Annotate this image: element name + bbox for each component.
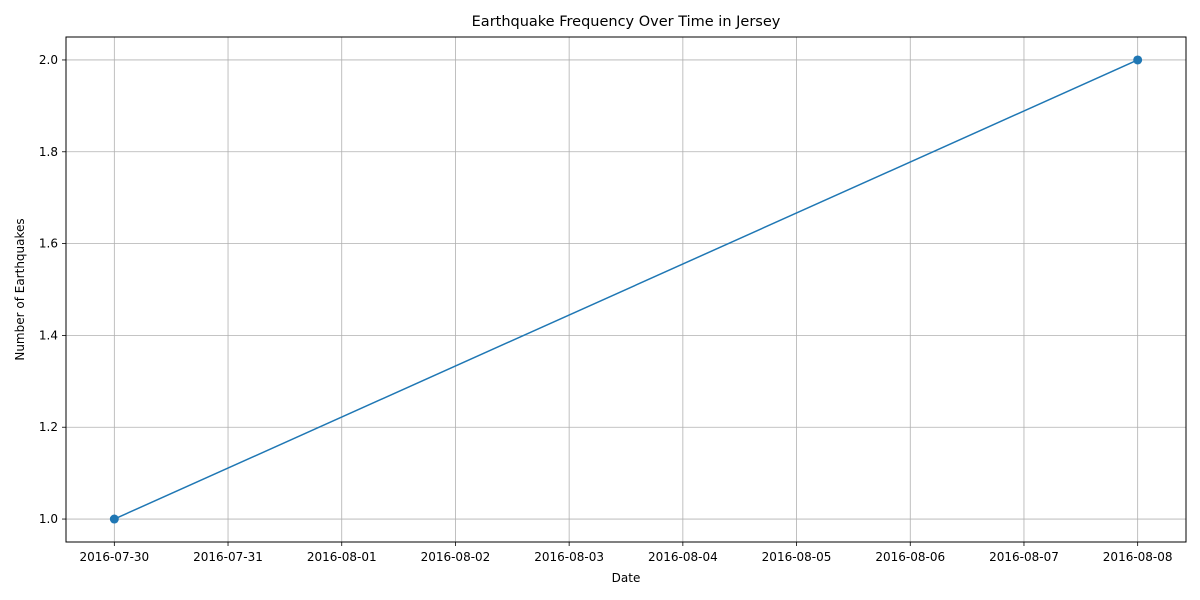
x-tick-label: 2016-07-31 bbox=[193, 550, 263, 564]
series-layer bbox=[109, 55, 1143, 524]
y-tick-label: 2.0 bbox=[39, 53, 58, 67]
y-tick-label: 1.8 bbox=[39, 145, 58, 159]
y-axis-label: Number of Earthquakes bbox=[13, 218, 27, 360]
y-axis-ticks: 1.0 1.2 1.4 1.6 1.8 2.0 bbox=[39, 53, 66, 526]
x-tick-label: 2016-08-06 bbox=[875, 550, 945, 564]
y-tick-label: 1.4 bbox=[39, 328, 58, 342]
grid bbox=[66, 37, 1186, 542]
x-tick-label: 2016-08-08 bbox=[1103, 550, 1173, 564]
chart-title: Earthquake Frequency Over Time in Jersey bbox=[472, 14, 781, 30]
x-tick-label: 2016-07-30 bbox=[79, 550, 149, 564]
y-tick-label: 1.0 bbox=[39, 512, 58, 526]
x-tick-label: 2016-08-01 bbox=[307, 550, 377, 564]
x-axis-ticks: 2016-07-30 2016-07-31 2016-08-01 2016-08-02… bbox=[79, 542, 1173, 564]
x-tick-label: 2016-08-02 bbox=[421, 550, 491, 564]
x-tick-label: 2016-08-04 bbox=[648, 550, 718, 564]
y-tick-label: 1.2 bbox=[39, 420, 58, 434]
data-point bbox=[1133, 55, 1143, 65]
plot-frame bbox=[65, 36, 1187, 543]
x-tick-label: 2016-08-03 bbox=[534, 550, 604, 564]
x-tick-label: 2016-08-05 bbox=[762, 550, 832, 564]
x-axis-label: Date bbox=[612, 571, 641, 585]
series-line bbox=[114, 59, 1138, 520]
y-tick-label: 1.6 bbox=[39, 237, 58, 251]
x-tick-label: 2016-08-07 bbox=[989, 550, 1059, 564]
data-point bbox=[109, 514, 119, 524]
